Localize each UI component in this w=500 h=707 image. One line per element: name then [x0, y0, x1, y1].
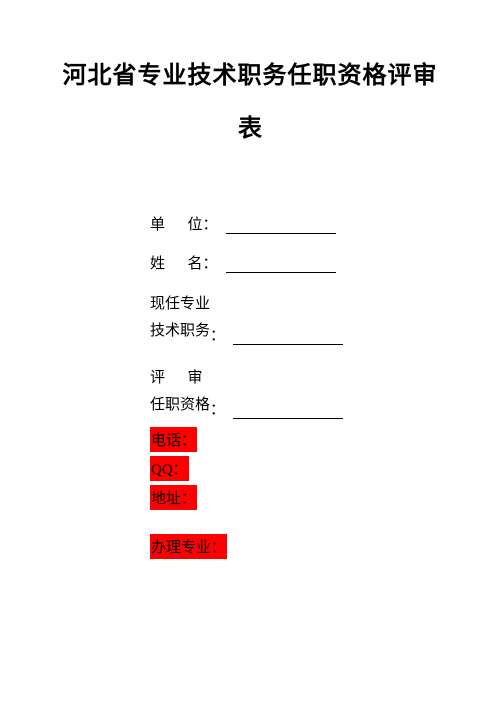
phone-row: 电话： [150, 427, 500, 452]
unit-colon: ： [203, 213, 218, 234]
review-line1: 评 审 [150, 365, 500, 392]
review-colon: ： [210, 398, 225, 419]
name-row: 姓 名 ： [150, 252, 500, 273]
unit-row: 单 位 ： [150, 213, 500, 234]
review-line1-text: 评 审 [150, 370, 203, 386]
spacer [150, 514, 500, 534]
title-line1: 河北省专业技术职务任职资格评审 [0, 55, 500, 90]
name-line [226, 255, 336, 273]
phone-label: 电话： [150, 427, 197, 452]
address-label: 地址： [150, 485, 197, 510]
unit-label: 单 位 [150, 213, 203, 234]
qq-label: QQ： [150, 456, 189, 481]
current-position-colon: ： [210, 324, 225, 345]
title-container: 河北省专业技术职务任职资格评审 表 [0, 0, 500, 143]
review-qualification-line [233, 401, 343, 419]
review-qualification-row: 评 审 任职资格 ： [150, 365, 500, 419]
review-line2: 任职资格 [150, 392, 210, 419]
unit-line [226, 216, 336, 234]
current-position-row: 现任专业 技术职务 ： [150, 291, 500, 345]
current-position-line2: 技术职务 [150, 318, 210, 345]
name-label: 姓 名 [150, 252, 203, 273]
current-position-line [233, 327, 343, 345]
qq-row: QQ： [150, 456, 500, 481]
form-section: 单 位 ： 姓 名 ： 现任专业 技术职务 ： 评 审 任职资格 ： 电话： Q… [150, 213, 500, 559]
name-colon: ： [203, 252, 218, 273]
address-row: 地址： [150, 485, 500, 510]
title-line2: 表 [0, 108, 500, 143]
specialty-label: 办理专业： [150, 534, 227, 559]
specialty-row: 办理专业： [150, 534, 500, 559]
current-position-line1: 现任专业 [150, 291, 500, 318]
